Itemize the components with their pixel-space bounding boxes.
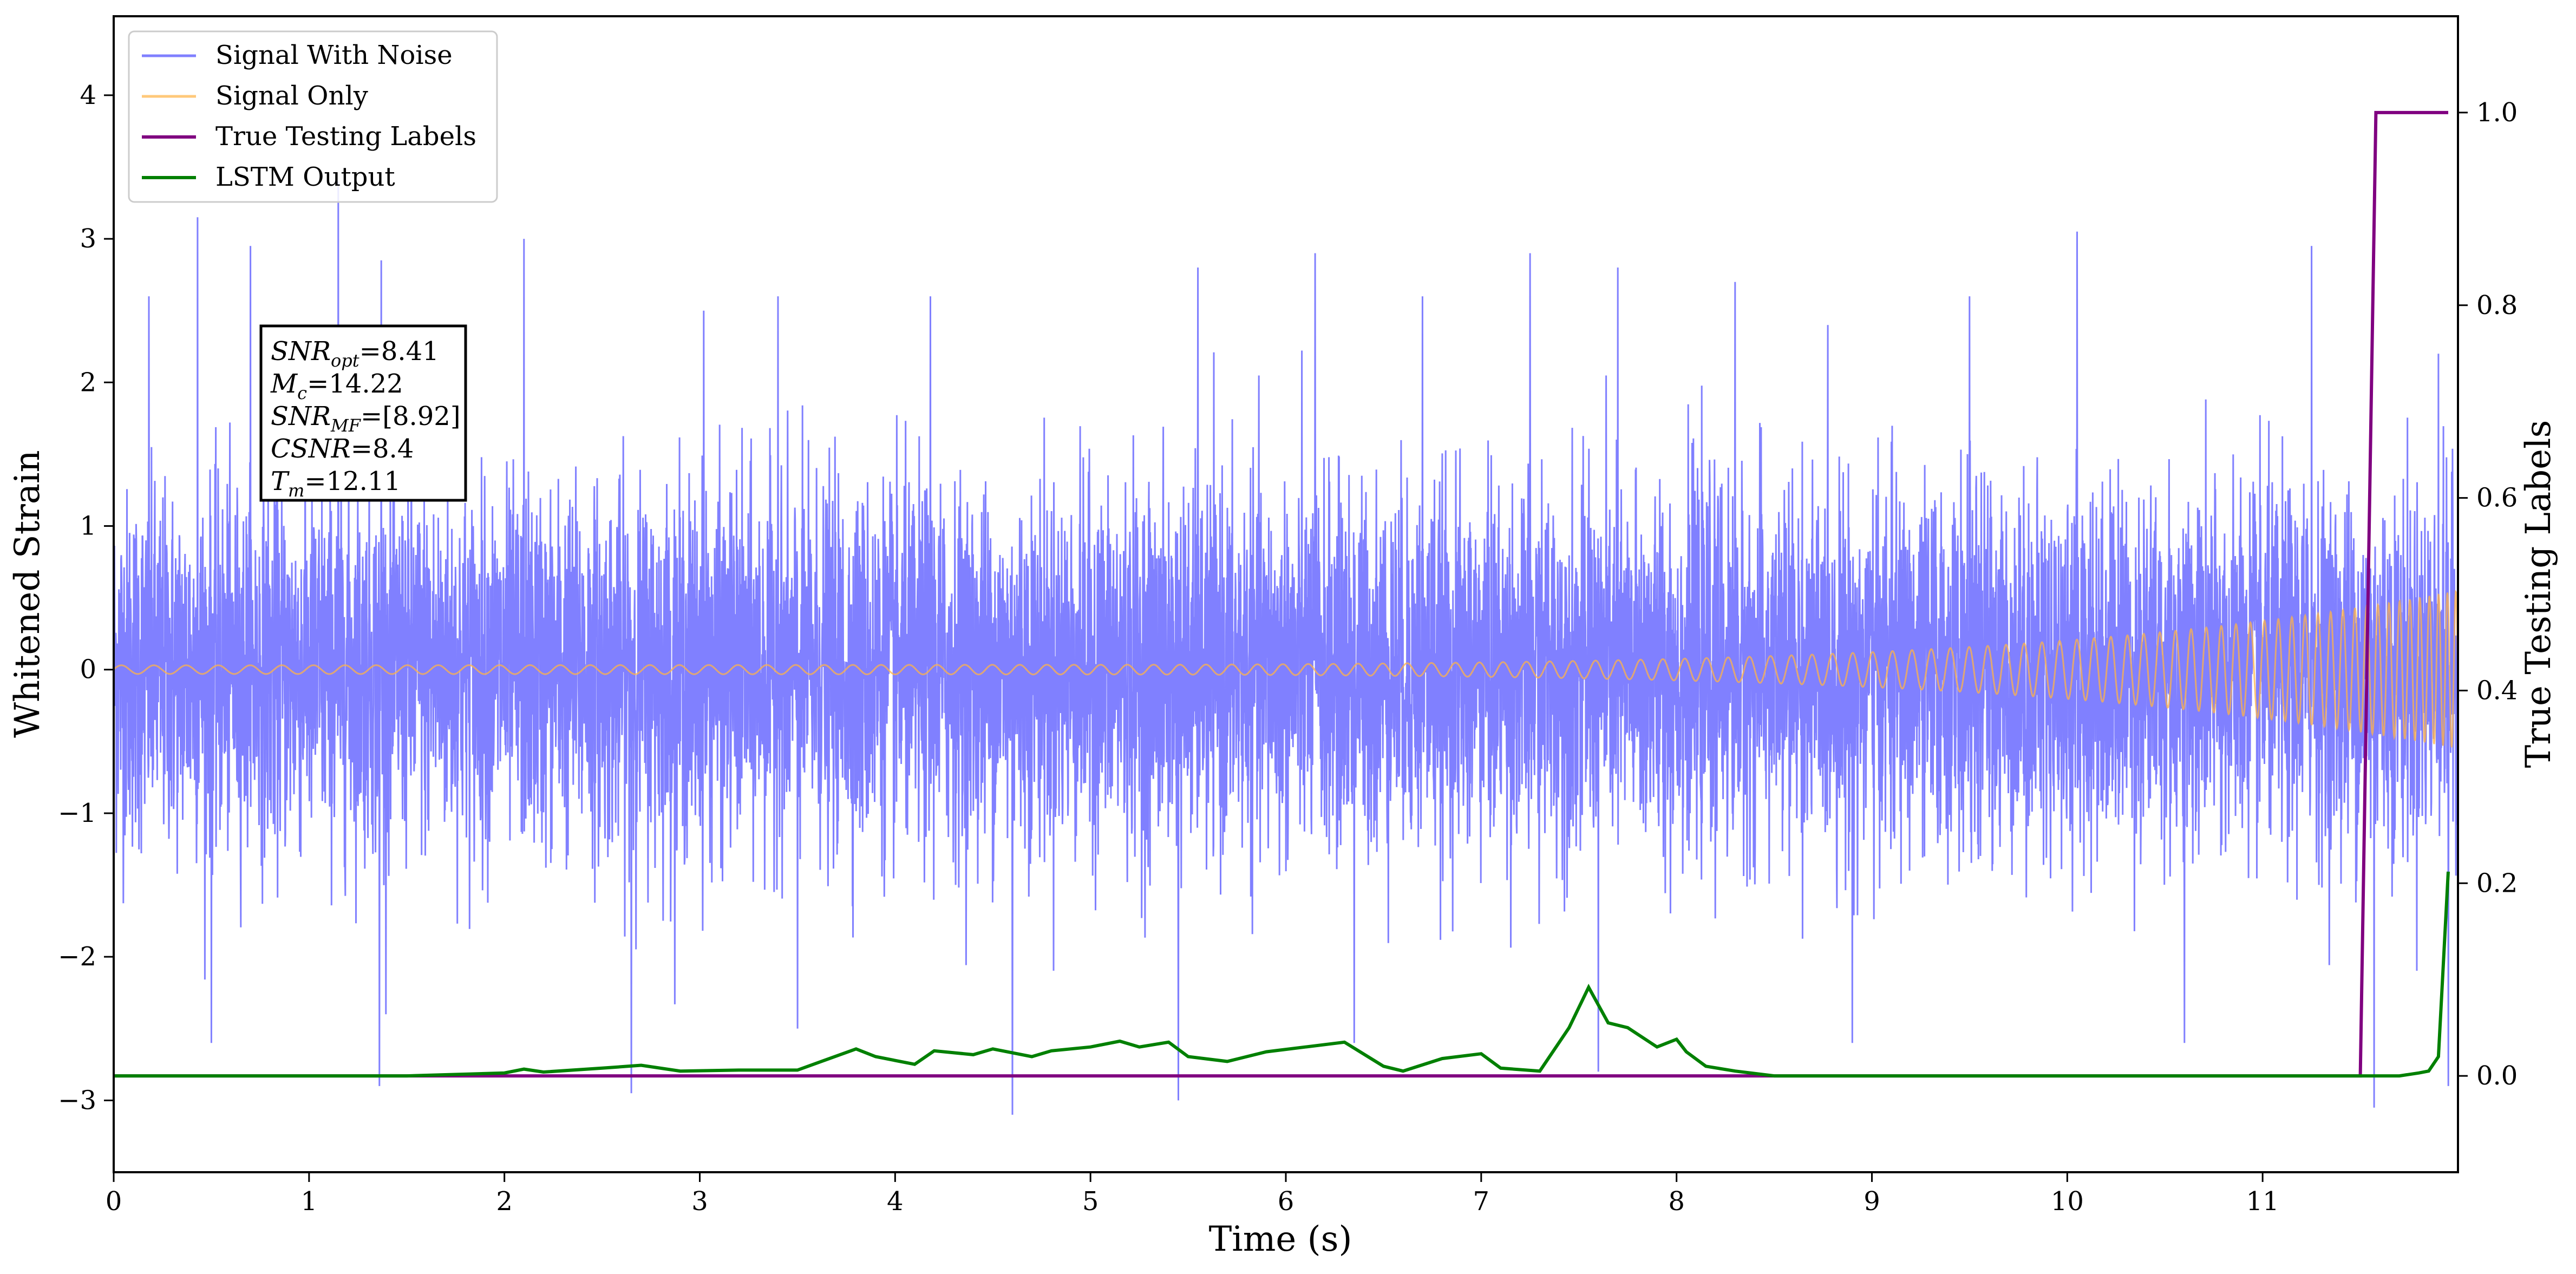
y-tick-label: 0 bbox=[80, 655, 96, 685]
y2-tick-label: 1.0 bbox=[2476, 97, 2518, 128]
legend-label-signal-only: Signal Only bbox=[215, 81, 368, 111]
info-box bbox=[259, 324, 467, 502]
x-tick-label: 5 bbox=[1082, 1186, 1099, 1217]
series-signal-with-noise bbox=[114, 181, 2458, 1115]
y-tick-label: 3 bbox=[80, 224, 96, 254]
x-tick-label: 10 bbox=[2051, 1186, 2084, 1217]
info-annotation: SNRopt=8.41 Mc=14.22 SNRMF=[8.92] CSNR=8… bbox=[259, 324, 467, 502]
info-line-snr-opt: SNRopt=8.41 bbox=[271, 336, 439, 371]
series-layer bbox=[114, 110, 2458, 1115]
y2-tick-label: 0.2 bbox=[2476, 868, 2518, 898]
x-tick-label: 0 bbox=[106, 1186, 122, 1217]
x-axis-title: Time (s) bbox=[1209, 1219, 1352, 1259]
x-tick-label: 4 bbox=[887, 1186, 904, 1217]
legend-label-lstm-output: LSTM Output bbox=[215, 162, 395, 192]
x-tick-label: 1 bbox=[301, 1186, 318, 1217]
y2-tick-label: 0.4 bbox=[2476, 675, 2518, 705]
info-line-snr-mf: SNRMF=[8.92] bbox=[271, 401, 461, 436]
y2-axis-title: True Testing Labels bbox=[2519, 420, 2559, 768]
y2-tick-label: 0.0 bbox=[2476, 1061, 2518, 1091]
x-tick-label: 6 bbox=[1278, 1186, 1294, 1217]
legend-label-signal-with-noise: Signal With Noise bbox=[215, 40, 453, 70]
x-tick-label: 3 bbox=[691, 1186, 708, 1217]
info-line-mc: Mc=14.22 bbox=[270, 369, 403, 403]
y2-tick-label: 0.6 bbox=[2476, 483, 2518, 513]
x-tick-label: 9 bbox=[1864, 1186, 1880, 1217]
x-tick-label: 11 bbox=[2246, 1186, 2279, 1217]
y-tick-label: −3 bbox=[58, 1085, 96, 1115]
x-tick-label: 8 bbox=[1668, 1186, 1685, 1217]
x-tick-label: 7 bbox=[1473, 1186, 1490, 1217]
y-tick-label: −2 bbox=[58, 942, 96, 972]
x-tick-label: 2 bbox=[496, 1186, 513, 1217]
legend-label-true-testing-labels: True Testing Labels bbox=[215, 121, 476, 152]
axes-layer: 0 1 2 3 4 5 6 7 8 9 10 11 −3 −2 −1 0 1 2 3 4 0.0 0.2 0.4 0.6 0.8… bbox=[58, 80, 2518, 1217]
y-tick-label: 1 bbox=[80, 511, 96, 541]
y-axis-title: Whitened Strain bbox=[8, 450, 48, 737]
legend-box bbox=[128, 30, 498, 203]
y-tick-label: −1 bbox=[58, 798, 96, 828]
series-signal-only bbox=[114, 590, 2458, 748]
y2-tick-label: 0.8 bbox=[2476, 290, 2518, 321]
series-true-testing-labels bbox=[114, 110, 2448, 1078]
info-line-csnr: CSNR=8.4 bbox=[271, 434, 414, 464]
legend: Signal With Noise Signal Only True Testi… bbox=[128, 30, 498, 203]
series-lstm-output bbox=[114, 871, 2450, 1078]
y-tick-label: 2 bbox=[80, 367, 96, 397]
info-line-tm: Tm=12.11 bbox=[271, 466, 401, 501]
y-tick-label: 4 bbox=[80, 80, 96, 110]
